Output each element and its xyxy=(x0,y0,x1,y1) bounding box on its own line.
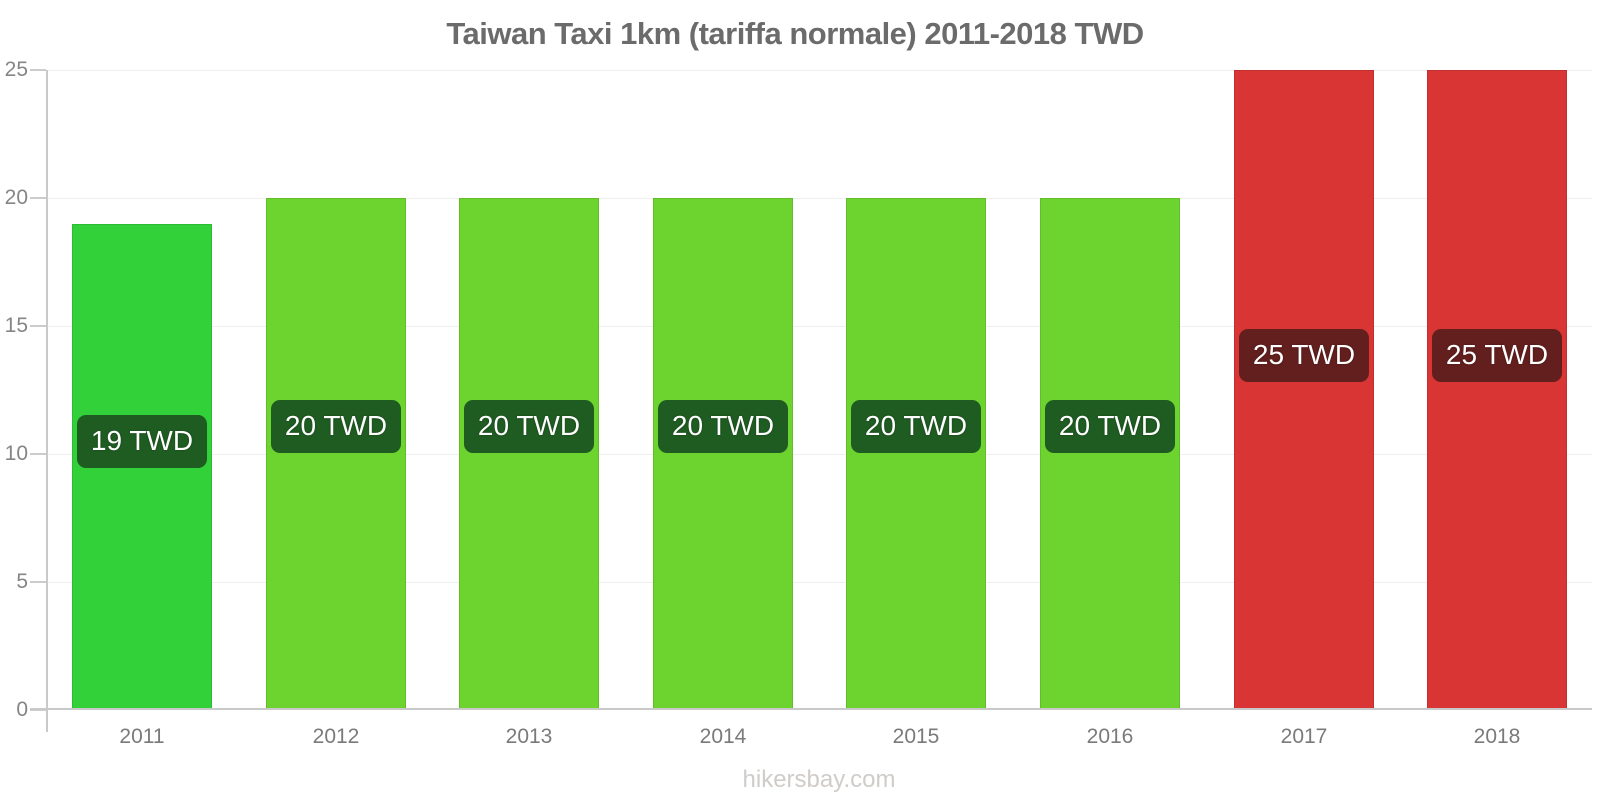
bar-2012: 20 TWD xyxy=(266,198,406,710)
x-axis-label-2018: 2018 xyxy=(1473,725,1521,748)
bar-2016: 20 TWD xyxy=(1040,198,1180,710)
x-axis-label-2017: 2017 xyxy=(1280,725,1328,748)
x-axis-label-2011: 2011 xyxy=(119,725,165,748)
y-axis-tick-10 xyxy=(30,453,46,455)
gridline-20 xyxy=(48,198,1592,199)
x-axis-label-2013: 2013 xyxy=(505,725,553,748)
y-axis-label-10: 10 xyxy=(4,442,28,465)
y-axis-tick-5 xyxy=(30,581,46,583)
gridline-10 xyxy=(48,454,1592,455)
y-axis-label-25: 25 xyxy=(4,58,28,81)
bar-2014: 20 TWD xyxy=(653,198,793,710)
x-axis-label-2016: 2016 xyxy=(1086,725,1134,748)
bar-value-label-2012: 20 TWD xyxy=(271,400,401,453)
bar-value-label-2013: 20 TWD xyxy=(464,400,594,453)
bar-value-label-2018: 25 TWD xyxy=(1432,329,1562,382)
x-axis-label-2015: 2015 xyxy=(892,725,940,748)
y-axis-label-20: 20 xyxy=(4,186,28,209)
y-axis-tick-20 xyxy=(30,197,46,199)
bar-value-label-2017: 25 TWD xyxy=(1239,329,1369,382)
bar-value-label-2014: 20 TWD xyxy=(658,400,788,453)
y-axis-line xyxy=(46,70,48,732)
x-axis-label-2014: 2014 xyxy=(699,725,747,748)
bar-value-label-2011: 19 TWD xyxy=(77,415,207,468)
bar-2015: 20 TWD xyxy=(846,198,986,710)
chart-title: Taiwan Taxi 1km (tariffa normale) 2011-2… xyxy=(446,16,1144,51)
source-watermark: hikersbay.com xyxy=(742,766,896,793)
bar-2017: 25 TWD xyxy=(1234,70,1374,710)
x-axis-line xyxy=(30,708,1592,710)
gridline-15 xyxy=(48,326,1592,327)
y-axis-label-0: 0 xyxy=(16,698,28,721)
x-axis-label-2012: 2012 xyxy=(312,725,360,748)
bar-2011: 19 TWD xyxy=(72,224,212,710)
y-axis-tick-15 xyxy=(30,325,46,327)
gridline-25 xyxy=(48,70,1592,71)
gridline-5 xyxy=(48,582,1592,583)
y-axis-tick-0 xyxy=(30,709,46,711)
y-axis-tick-25 xyxy=(30,69,46,71)
bar-value-label-2015: 20 TWD xyxy=(851,400,981,453)
y-axis-label-15: 15 xyxy=(4,314,28,337)
bar-2018: 25 TWD xyxy=(1427,70,1567,710)
y-axis-label-5: 5 xyxy=(16,570,28,593)
bar-2013: 20 TWD xyxy=(459,198,599,710)
bar-value-label-2016: 20 TWD xyxy=(1045,400,1175,453)
